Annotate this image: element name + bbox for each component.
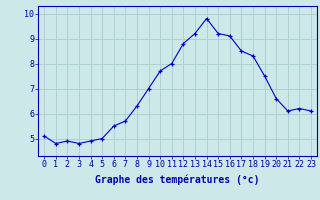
X-axis label: Graphe des températures (°c): Graphe des températures (°c): [95, 175, 260, 185]
